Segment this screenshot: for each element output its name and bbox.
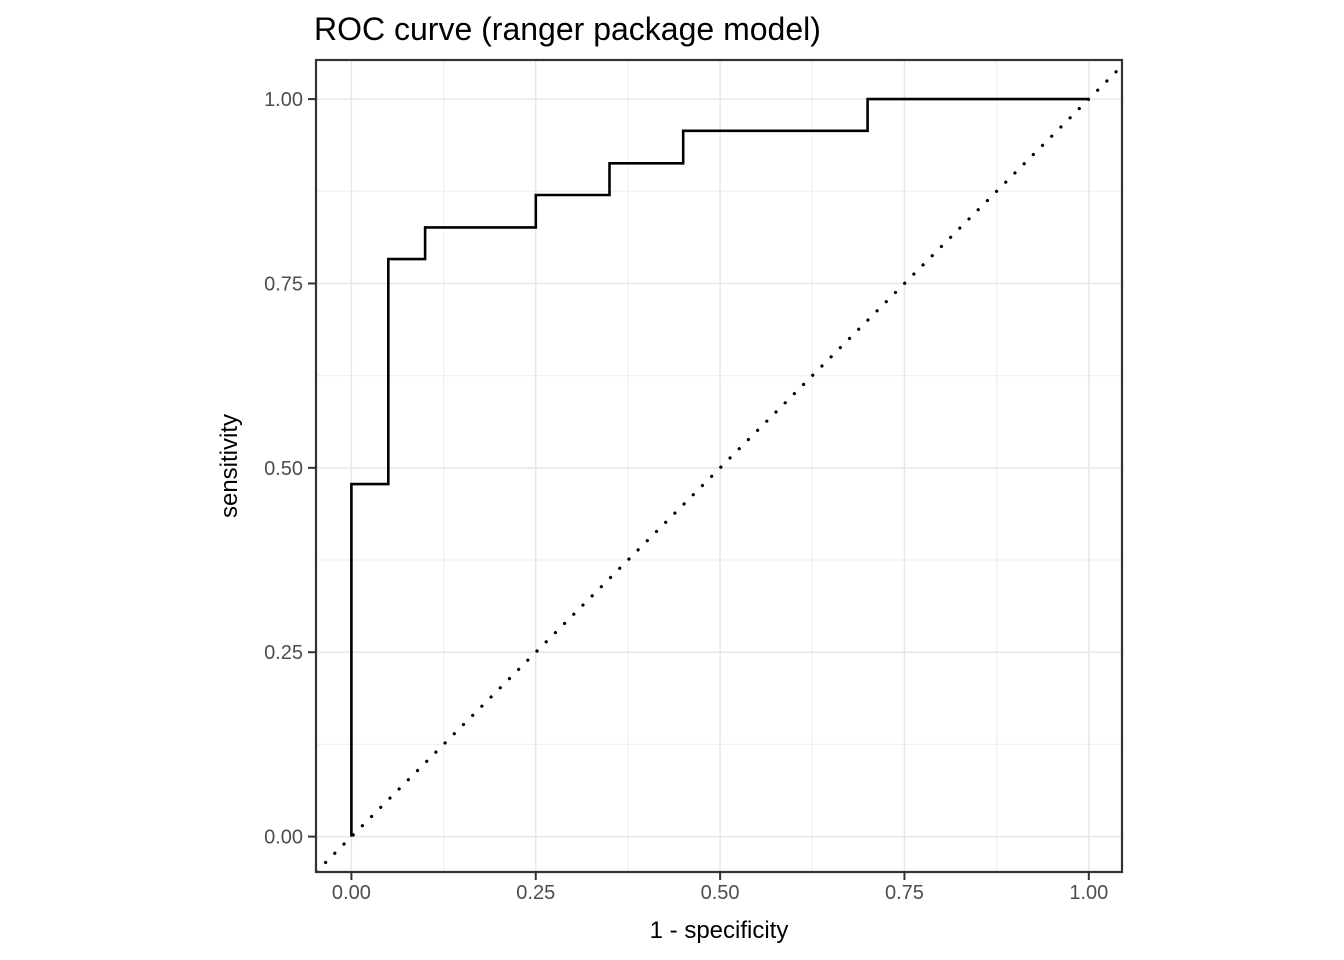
panel-background: [316, 60, 1122, 872]
axis-layer: 0.00 0.25 0.50 0.75 1.00 0.00 0.25 0.50 0.75 1.00: [264, 89, 1108, 904]
y-tick-label-0.25: 0.25: [264, 642, 303, 664]
y-tick-label-1.00: 1.00: [264, 89, 303, 111]
plot-title: ROC curve (ranger package model): [314, 11, 821, 47]
y-tick-label-0.00: 0.00: [264, 827, 303, 849]
series-chance-diagonal: [316, 63, 1122, 872]
panel-border: [314, 58, 1124, 874]
series-layer: [316, 63, 1122, 872]
grid-layer: [316, 60, 1122, 872]
y-tick-label-0.75: 0.75: [264, 273, 303, 295]
x-tick-label-0.00: 0.00: [332, 882, 371, 904]
y-axis-title: sensitivity: [216, 414, 243, 518]
x-tick-label-1.00: 1.00: [1069, 882, 1108, 904]
x-axis-title: 1 - specificity: [650, 917, 789, 944]
x-tick-label-0.50: 0.50: [701, 882, 740, 904]
series-roc-curve: [350, 97, 1089, 837]
x-tick-label-0.75: 0.75: [885, 882, 924, 904]
x-tick-label-0.25: 0.25: [516, 882, 555, 904]
y-tick-label-0.50: 0.50: [264, 458, 303, 480]
